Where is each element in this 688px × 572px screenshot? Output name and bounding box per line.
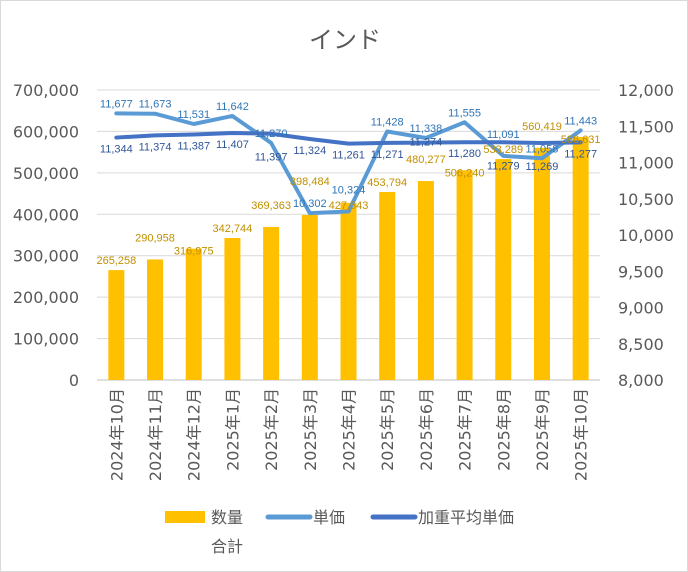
y-left-tick-label: 700,000 (13, 81, 79, 100)
data-label-weighted-price: 11,274 (409, 137, 442, 149)
data-label-weighted-price: 11,387 (177, 140, 210, 152)
bar-quantity (224, 238, 241, 380)
bar-quantity (495, 159, 512, 380)
legend: 数量 合計 単価 加重平均単価 (165, 508, 514, 556)
data-label-unit-price: 11,531 (177, 109, 210, 121)
data-label-quantity: 506,240 (445, 167, 485, 179)
chart-title: インド (309, 26, 381, 54)
y-right-tick-label: 8,000 (618, 371, 664, 390)
bar-quantity (185, 248, 202, 380)
bar-quantity (301, 214, 318, 380)
data-label-weighted-price: 11,269 (526, 161, 559, 173)
data-label-quantity: 369,363 (251, 200, 291, 212)
data-label-quantity: 533,289 (483, 144, 523, 156)
data-label-weighted-price: 11,324 (293, 145, 326, 157)
x-tick-label: 2025年4月 (340, 388, 359, 471)
data-label-unit-price: 11,443 (564, 115, 597, 127)
y-right-tick-label: 11,000 (618, 154, 674, 173)
y-left-tick-label: 600,000 (13, 122, 79, 141)
data-label-weighted-price: 11,344 (100, 144, 133, 156)
bar-quantity (108, 270, 125, 380)
y-left-tick-label: 400,000 (13, 205, 79, 224)
y-left-tick-label: 100,000 (13, 330, 79, 349)
data-label-quantity: 316,975 (174, 246, 214, 258)
line-unit-price (114, 111, 583, 216)
data-label-quantity: 480,277 (406, 154, 446, 166)
bar-quantity (147, 259, 164, 380)
data-label-unit-price: 11,673 (139, 99, 172, 111)
data-label-quantity: 398,484 (290, 176, 330, 188)
data-label-unit-price: 11,677 (100, 98, 133, 110)
x-tick-label: 2025年7月 (456, 388, 475, 471)
bar-quantity (340, 202, 357, 380)
data-label-unit-price: 11,058 (526, 143, 559, 155)
legend-label-quantity-line2: 合計 (211, 537, 243, 556)
x-tick-label: 2025年9月 (533, 388, 552, 471)
x-tick-label: 2025年2月 (262, 388, 281, 471)
data-label-weighted-price: 11,280 (448, 148, 481, 160)
x-tick-label: 2025年8月 (494, 388, 513, 471)
legend-swatch-quantity (165, 511, 205, 523)
y-left-tick-label: 200,000 (13, 288, 79, 307)
data-label-quantity: 290,958 (135, 232, 175, 244)
bar-quantity (456, 170, 473, 380)
x-tick-label: 2025年1月 (223, 388, 242, 471)
data-label-quantity: 586,631 (561, 134, 601, 146)
bar-quantity (533, 147, 550, 380)
y-right-tick-label: 8,500 (618, 335, 664, 354)
x-tick-label: 2025年3月 (301, 388, 320, 471)
x-tick-label: 2025年5月 (378, 388, 397, 471)
bar-quantity (417, 181, 434, 380)
data-label-unit-price: 10,302 (293, 198, 327, 210)
data-label-unit-price: 11,642 (216, 101, 249, 113)
data-label-weighted-price: 11,397 (255, 152, 288, 164)
y-right-tick-label: 10,500 (618, 190, 674, 209)
data-label-quantity: 265,258 (96, 255, 136, 267)
data-label-unit-price: 11,555 (448, 107, 481, 119)
data-label-weighted-price: 11,277 (564, 148, 597, 160)
y-right-tick-label: 12,000 (618, 81, 674, 100)
y-right-tick-label: 9,500 (618, 262, 664, 281)
data-label-weighted-price: 11,407 (216, 139, 249, 151)
data-label-quantity: 427,543 (329, 200, 369, 212)
y-left-tick-label: 300,000 (13, 247, 79, 266)
x-tick-label: 2024年11月 (146, 388, 165, 481)
y-right-tick-label: 11,500 (618, 117, 674, 136)
data-label-unit-price: 11,338 (409, 123, 442, 135)
bar-quantity (572, 136, 589, 380)
y-right-tick-label: 9,000 (618, 299, 664, 318)
line-weighted-price (114, 130, 583, 146)
data-label-quantity: 560,419 (522, 121, 562, 133)
data-label-unit-price: 11,091 (487, 129, 520, 141)
x-tick-label: 2025年10月 (572, 388, 591, 481)
x-tick-label: 2025年6月 (417, 388, 436, 471)
data-label-unit-price: 11,428 (371, 116, 404, 128)
data-label-weighted-price: 11,374 (139, 141, 172, 153)
data-label-quantity: 342,744 (213, 223, 253, 235)
data-label-weighted-price: 11,271 (371, 149, 404, 161)
x-tick-label: 2024年12月 (185, 388, 204, 481)
legend-label-unit-price: 単価 (313, 508, 345, 527)
data-label-weighted-price: 11,261 (332, 150, 365, 162)
legend-label-quantity: 数量 (211, 508, 243, 527)
legend-label-weighted-price: 加重平均単価 (418, 508, 514, 527)
data-label-unit-price: 11,270 (255, 128, 288, 140)
data-label-unit-price: 10,324 (332, 185, 366, 197)
y-left-tick-label: 0 (69, 371, 79, 390)
bar-quantity (379, 191, 396, 380)
y-left-tick-label: 500,000 (13, 164, 79, 183)
data-label-quantity: 453,794 (367, 177, 407, 189)
data-label-weighted-price: 11,279 (487, 160, 520, 172)
bar-quantity (263, 226, 280, 380)
x-tick-label: 2024年10月 (107, 388, 126, 481)
y-right-tick-label: 10,000 (618, 226, 674, 245)
